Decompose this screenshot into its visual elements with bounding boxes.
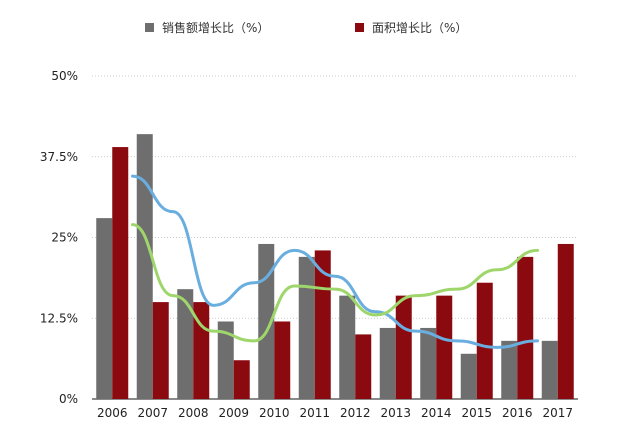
bar-area-2015 — [476, 282, 493, 399]
y-tick-label: 0% — [59, 392, 78, 406]
y-tick-label: 37.5% — [40, 150, 78, 164]
bars — [96, 134, 574, 399]
legend-label-area: 面积增长比（%） — [372, 21, 467, 35]
trend-line-green — [131, 223, 539, 343]
legend-swatch-sales — [145, 23, 154, 32]
x-tick-label: 2008 — [178, 406, 209, 420]
bar-sales-2014 — [420, 327, 437, 399]
x-tick-label: 2014 — [421, 406, 452, 420]
bar-area-2012 — [355, 334, 372, 399]
bar-sales-2010 — [258, 243, 275, 399]
bar-sales-2007 — [136, 134, 153, 399]
bar-sales-2006 — [96, 218, 113, 399]
x-tick-label: 2007 — [137, 406, 168, 420]
x-tick-label: 2015 — [461, 406, 492, 420]
x-tick-label: 2010 — [259, 406, 290, 420]
x-tick-label: 2011 — [299, 406, 330, 420]
x-tick-label: 2016 — [502, 406, 533, 420]
bar-area-2006 — [112, 147, 129, 399]
x-tick-label: 2009 — [218, 406, 249, 420]
x-tick-label: 2013 — [380, 406, 411, 420]
x-tick-label: 2012 — [340, 406, 371, 420]
gridlines — [92, 75, 578, 400]
trend-lines — [131, 174, 539, 349]
bar-sales-2017 — [541, 340, 558, 399]
bar-area-2016 — [517, 256, 534, 399]
y-axis: 0% 12.5% 25% 37.5% 50% — [40, 69, 78, 406]
bar-sales-2015 — [460, 353, 477, 399]
bar-sales-2016 — [501, 340, 518, 399]
legend-label-sales: 销售额增长比（%） — [162, 20, 269, 35]
bar-sales-2008 — [177, 289, 194, 399]
bar-sales-2012 — [339, 295, 356, 399]
trend-line-blue — [131, 174, 539, 349]
bar-sales-2011 — [298, 256, 315, 399]
x-axis: 2006 2007 2008 2009 2010 2011 2012 2013 2014 2015… — [97, 406, 573, 420]
bar-sales-2013 — [379, 327, 396, 399]
bar-area-2009 — [233, 360, 250, 399]
x-tick-label: 2006 — [97, 406, 128, 420]
bar-area-2008 — [193, 302, 210, 399]
bar-sales-2009 — [217, 321, 234, 399]
legend: 销售额增长比（%） 面积增长比（%） — [145, 20, 467, 35]
bar-area-2007 — [152, 302, 169, 399]
bar-area-2014 — [436, 295, 453, 399]
bar-area-2013 — [395, 295, 412, 399]
y-tick-label: 50% — [51, 69, 78, 83]
legend-swatch-area — [355, 23, 364, 32]
y-tick-label: 25% — [51, 231, 78, 245]
y-tick-label: 12.5% — [40, 311, 78, 325]
bar-area-2017 — [557, 243, 574, 399]
bar-area-2010 — [274, 321, 291, 399]
x-tick-label: 2017 — [542, 406, 573, 420]
